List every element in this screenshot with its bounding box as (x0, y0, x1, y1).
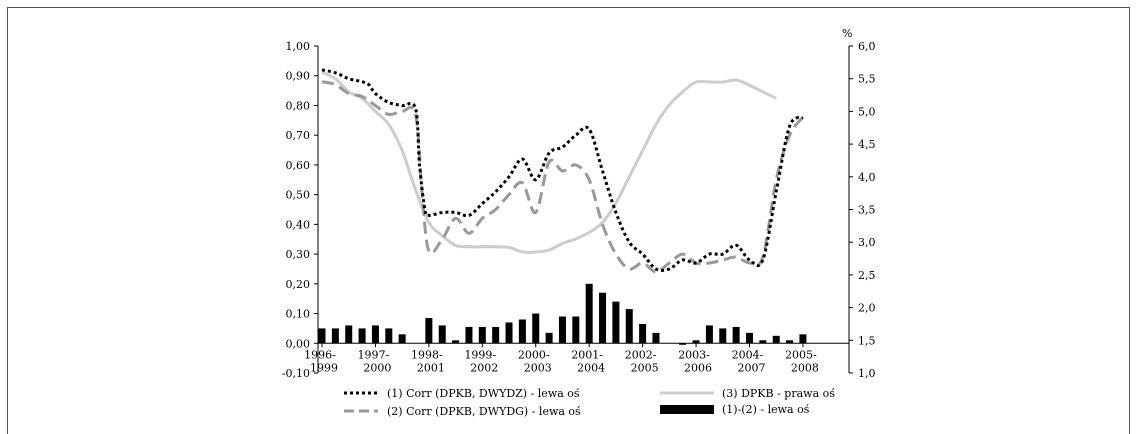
left-tick-label: -0,10 (282, 367, 310, 380)
bar (692, 340, 700, 344)
bar (371, 325, 379, 344)
right-tick-label: 2,5 (858, 269, 876, 282)
bar (438, 325, 446, 344)
bar (585, 283, 593, 344)
bar (398, 334, 406, 344)
left-tick-label: 0,80 (286, 99, 311, 112)
bar (745, 332, 753, 344)
x-tick-label-line2: 2006 (684, 361, 712, 374)
x-tick-label-line1: 1997- (358, 348, 390, 361)
x-tick-label-line1: 2004- (732, 348, 764, 361)
bar (331, 328, 339, 344)
x-tick-label-line1: 2001- (571, 348, 603, 361)
bar (772, 335, 780, 344)
bar (625, 309, 633, 344)
bar (652, 332, 660, 344)
left-tick-label: 0,70 (286, 129, 311, 142)
x-tick-label-line2: 1999 (310, 361, 338, 374)
bar (478, 326, 486, 344)
x-tick-label-line1: 1996- (304, 348, 336, 361)
x-tick-label-line1: 1999- (464, 348, 496, 361)
left-tick-label: 0,90 (286, 70, 311, 83)
bar (799, 334, 807, 344)
bar (612, 301, 620, 344)
bar (558, 316, 566, 344)
bar (465, 326, 473, 344)
bar (345, 325, 353, 344)
right-tick-label: 1,0 (858, 367, 876, 380)
right-tick-label: 5,5 (858, 73, 876, 86)
left-tick-label: 0,00 (286, 337, 311, 350)
x-tick-label-line2: 2008 (791, 361, 819, 374)
series-1-line (321, 68, 804, 272)
left-tick-label: 0,60 (286, 159, 311, 172)
bar (599, 292, 607, 344)
bar (759, 340, 767, 344)
legend-label-series-1: (1) Corr (DPKB, DWYDZ) - lewa oś (387, 387, 580, 400)
bar (518, 319, 526, 344)
bar (786, 340, 794, 344)
x-tick-label-line2: 2007 (737, 361, 765, 374)
right-tick-label: 1,5 (858, 334, 876, 347)
bar (705, 325, 713, 344)
legend-label-series-3: (3) DPKB - prawa oś (722, 387, 835, 400)
left-tick-label: 0,10 (286, 308, 311, 321)
line-series (321, 68, 805, 274)
bar (452, 340, 460, 344)
bar (679, 343, 687, 345)
series-2-line (321, 80, 805, 274)
x-tick-label-line2: 2003 (524, 361, 552, 374)
bar (358, 328, 366, 344)
bar (385, 328, 393, 344)
right-tick-label: 4,5 (858, 138, 876, 151)
x-tick-label-line2: 2004 (577, 361, 605, 374)
bar-series (318, 283, 807, 345)
x-tick-label-line2: 2002 (470, 361, 498, 374)
axes: 1,00 0,90 0,80 0,70 0,60 0,50 0,40 0,30 0,20 0,10… (282, 27, 876, 380)
left-tick-label: 0,20 (286, 278, 311, 291)
x-tick-label-line1: 2003- (678, 348, 710, 361)
x-tick-label-line2: 2000 (363, 361, 391, 374)
legend-label-series-4: (1)-(2) - lewa oś (722, 403, 810, 416)
bar (492, 326, 500, 344)
left-tick-label: 1,00 (286, 40, 311, 53)
bar (732, 326, 740, 344)
right-tick-label: 3,5 (858, 204, 876, 217)
x-tick-label-line1: 2005- (785, 348, 817, 361)
bar (318, 328, 326, 344)
legend: (1) Corr (DPKB, DWYDZ) - lewa oś (2) Cor… (344, 387, 835, 418)
legend-label-series-2: (2) Corr (DPKB, DWYDG) - lewa oś (387, 405, 581, 418)
x-tick-label-line2: 2005 (631, 361, 659, 374)
right-tick-label: 2,0 (858, 302, 876, 315)
x-tick-label-line2: 2001 (417, 361, 445, 374)
bar (425, 318, 433, 344)
left-tick-label: 0,40 (286, 218, 311, 231)
bar (639, 323, 647, 344)
right-tick-label: 4,0 (858, 171, 876, 184)
bar (572, 316, 580, 344)
left-tick-label: 0,50 (286, 189, 311, 202)
x-tick-label-line1: 2002- (625, 348, 657, 361)
bar (505, 322, 513, 344)
right-axis-unit-label: % (842, 27, 852, 40)
legend-swatch-series-4 (660, 405, 714, 414)
right-tick-label: 5,0 (858, 105, 876, 118)
series-3-line (321, 70, 777, 254)
bar (532, 313, 540, 344)
bar (719, 328, 727, 344)
chart-frame (7, 7, 1130, 434)
left-tick-label: 0,30 (286, 248, 311, 261)
bar (545, 332, 553, 344)
right-tick-label: 3,0 (858, 236, 876, 249)
x-tick-label-line1: 1998- (411, 348, 443, 361)
x-tick-label-line1: 2000- (518, 348, 550, 361)
right-tick-label: 6,0 (858, 40, 876, 53)
